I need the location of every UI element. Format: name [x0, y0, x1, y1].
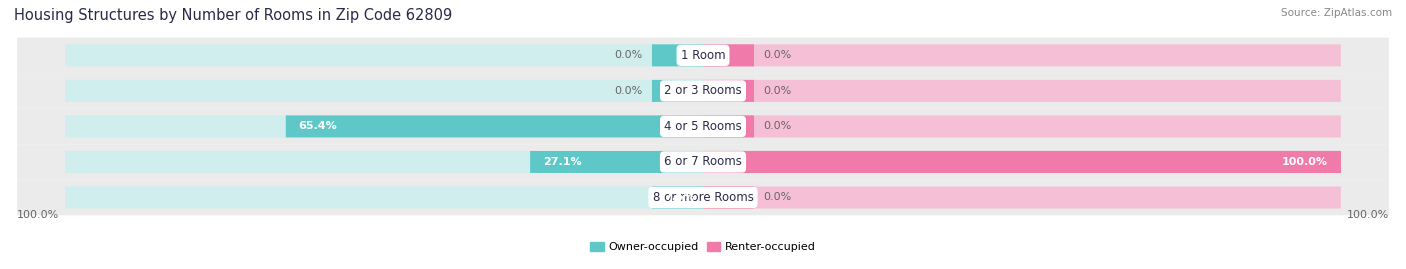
FancyBboxPatch shape	[703, 115, 754, 137]
FancyBboxPatch shape	[703, 186, 754, 208]
FancyBboxPatch shape	[65, 80, 703, 102]
FancyBboxPatch shape	[65, 186, 703, 208]
FancyBboxPatch shape	[703, 44, 754, 66]
FancyBboxPatch shape	[65, 151, 703, 173]
Text: 100.0%: 100.0%	[17, 210, 59, 220]
FancyBboxPatch shape	[65, 44, 703, 66]
Text: 6 or 7 Rooms: 6 or 7 Rooms	[664, 155, 742, 168]
Text: Housing Structures by Number of Rooms in Zip Code 62809: Housing Structures by Number of Rooms in…	[14, 8, 453, 23]
Text: 8 or more Rooms: 8 or more Rooms	[652, 191, 754, 204]
Text: 0.0%: 0.0%	[763, 193, 792, 203]
Text: 4 or 5 Rooms: 4 or 5 Rooms	[664, 120, 742, 133]
Text: 100.0%: 100.0%	[1347, 210, 1389, 220]
FancyBboxPatch shape	[703, 44, 1341, 66]
FancyBboxPatch shape	[703, 80, 1341, 102]
Text: Source: ZipAtlas.com: Source: ZipAtlas.com	[1281, 8, 1392, 18]
Text: 27.1%: 27.1%	[543, 157, 582, 167]
FancyBboxPatch shape	[703, 186, 1341, 208]
FancyBboxPatch shape	[17, 180, 1389, 215]
FancyBboxPatch shape	[703, 80, 754, 102]
Legend: Owner-occupied, Renter-occupied: Owner-occupied, Renter-occupied	[586, 237, 820, 256]
FancyBboxPatch shape	[652, 44, 703, 66]
Text: 0.0%: 0.0%	[763, 86, 792, 96]
Text: 2 or 3 Rooms: 2 or 3 Rooms	[664, 84, 742, 97]
FancyBboxPatch shape	[17, 38, 1389, 73]
FancyBboxPatch shape	[530, 151, 703, 173]
Text: 0.0%: 0.0%	[614, 86, 643, 96]
Text: 65.4%: 65.4%	[298, 121, 337, 132]
Text: 0.0%: 0.0%	[614, 50, 643, 60]
FancyBboxPatch shape	[703, 115, 1341, 137]
FancyBboxPatch shape	[652, 186, 703, 208]
Text: 7.5%: 7.5%	[665, 193, 696, 203]
FancyBboxPatch shape	[703, 151, 1341, 173]
FancyBboxPatch shape	[652, 80, 703, 102]
Text: 100.0%: 100.0%	[1282, 157, 1329, 167]
Text: 0.0%: 0.0%	[763, 50, 792, 60]
Text: 0.0%: 0.0%	[763, 121, 792, 132]
FancyBboxPatch shape	[285, 115, 703, 137]
FancyBboxPatch shape	[17, 73, 1389, 109]
FancyBboxPatch shape	[17, 144, 1389, 180]
FancyBboxPatch shape	[703, 151, 1341, 173]
Text: 1 Room: 1 Room	[681, 49, 725, 62]
FancyBboxPatch shape	[17, 109, 1389, 144]
FancyBboxPatch shape	[65, 115, 703, 137]
